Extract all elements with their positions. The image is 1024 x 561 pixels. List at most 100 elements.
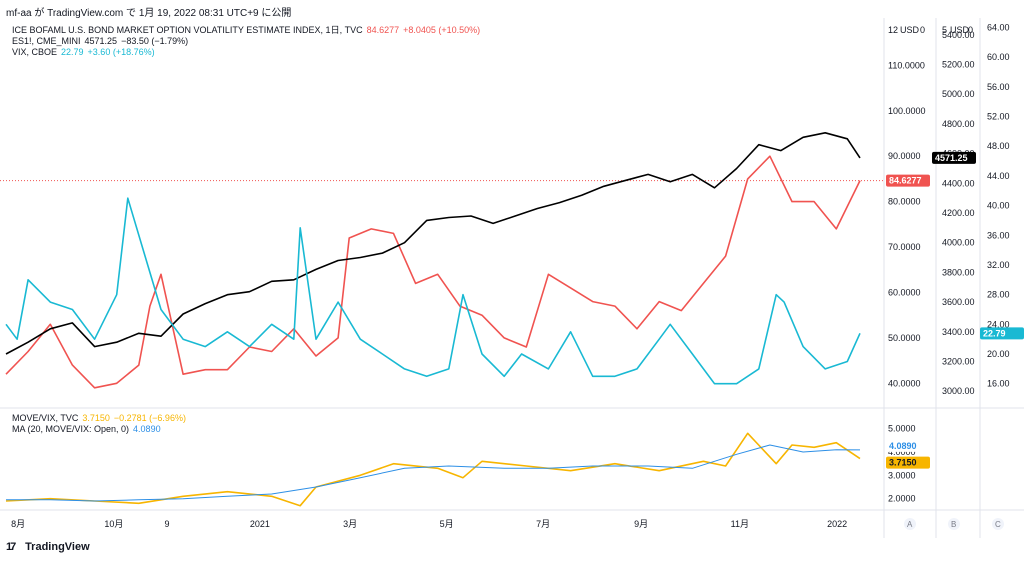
ma-price-badge-bg xyxy=(886,439,930,452)
move-axis-unit: USD xyxy=(900,25,920,35)
vix-axis-tick: 16.00 xyxy=(987,379,1010,389)
ratio-axis-tick: 5.0000 xyxy=(888,424,916,434)
es-axis-tick: 3200.00 xyxy=(942,356,975,366)
vix-axis-tick: 52.00 xyxy=(987,112,1010,122)
es-axis-tick: 5000.00 xyxy=(942,89,975,99)
ma-price-badge: 4.0890 xyxy=(889,441,917,451)
time-axis-label: 8月 xyxy=(11,519,25,529)
es-axis-tick: 4400.00 xyxy=(942,178,975,188)
es-axis-tick: 4800.00 xyxy=(942,119,975,129)
scale-button-a[interactable] xyxy=(904,518,916,530)
vix-axis-tick: 48.00 xyxy=(987,141,1010,151)
main-legend-row[interactable]: ICE BOFAML U.S. BOND MARKET OPTION VOLAT… xyxy=(12,25,480,36)
tradingview-logo-icon: 17 xyxy=(6,541,16,553)
move-axis-tick: 70.0000 xyxy=(888,242,921,252)
lower-legend-name: MA (20, MOVE/VIX: Open, 0) xyxy=(12,424,130,434)
scale-button-b[interactable] xyxy=(948,518,960,530)
series-line-es[interactable] xyxy=(5,132,861,355)
move-axis-partial-label: 0 xyxy=(920,25,925,35)
main-legend-last-value: 84.6277 xyxy=(366,25,400,35)
move-axis-tick: 100.0000 xyxy=(888,106,926,116)
ratio-axis-tick: 2.0000 xyxy=(888,494,916,504)
move-axis-tick: 110.0000 xyxy=(888,60,925,70)
time-axis-label: 9 xyxy=(164,519,169,529)
es-axis-partial-label: 0 xyxy=(968,25,973,35)
ratio-axis-tick: 4.0000 xyxy=(888,447,916,457)
es-axis-tick: 4200.00 xyxy=(942,208,975,218)
time-axis-label: 9月 xyxy=(634,519,648,529)
vix-axis-tick: 32.00 xyxy=(987,260,1010,270)
move-axis-tick: 80.0000 xyxy=(888,197,921,207)
move-axis-partial-label: 12 xyxy=(888,25,898,35)
published-caption: mf-aa が TradingView.com で 1月 19, 2022 08… xyxy=(6,8,292,19)
vix-axis-tick: 40.00 xyxy=(987,201,1010,211)
brand-name: TradingView xyxy=(25,541,90,553)
main-legend-last-value: 22.79 xyxy=(61,47,84,57)
tradingview-brand[interactable]: 17 TradingView xyxy=(6,541,90,553)
main-legend-change: −83.50 (−1.79%) xyxy=(121,36,189,46)
es-axis-partial-label: 5 xyxy=(942,25,947,35)
main-legend-name: ICE BOFAML U.S. BOND MARKET OPTION VOLAT… xyxy=(12,25,363,35)
series-line-ratio-ma[interactable] xyxy=(6,444,861,502)
ratio-price-badge: 3.7150 xyxy=(889,458,917,468)
es-axis-unit: USD xyxy=(950,25,970,35)
main-legend-row[interactable]: ES1!, CME_MINI 4571.25 −83.50 (−1.79%) xyxy=(12,36,480,47)
vix-price-badge: 22.79 xyxy=(983,328,1006,338)
time-axis-label: 11月 xyxy=(731,519,749,529)
time-axis-label: 7月 xyxy=(536,519,550,529)
series-line-vix[interactable] xyxy=(5,197,861,385)
lower-legend-change: −0.2781 (−6.96%) xyxy=(113,413,186,423)
move-axis-tick: 60.0000 xyxy=(888,287,921,297)
lower-legend-row[interactable]: MA (20, MOVE/VIX: Open, 0) 4.0890 xyxy=(12,424,186,435)
vix-axis-tick: 64.00 xyxy=(987,22,1010,32)
vix-axis-tick: 44.00 xyxy=(987,171,1010,181)
es-price-badge-bg xyxy=(932,151,976,164)
chart-canvas[interactable]: 110.0000 100.0000 90.0000 80.0000 70.0000 60.… xyxy=(0,18,1024,538)
move-price-badge: 84.6277 xyxy=(889,176,922,186)
es-axis-tick: 3000.00 xyxy=(942,386,975,396)
es-price-badge: 4571.25 xyxy=(935,153,968,163)
es-axis-tick: 3800.00 xyxy=(942,267,975,277)
scale-button-label: B xyxy=(951,520,956,529)
lower-legend-name: MOVE/VIX, TVC xyxy=(12,413,79,423)
es-axis-tick: 5400.00 xyxy=(942,30,975,40)
main-pane-legend: ICE BOFAML U.S. BOND MARKET OPTION VOLAT… xyxy=(12,25,480,58)
time-axis-label: 10月 xyxy=(104,519,123,529)
vix-axis-tick: 28.00 xyxy=(987,290,1010,300)
series-line-move[interactable] xyxy=(5,155,861,389)
scale-button-label: A xyxy=(907,520,913,529)
es-axis-tick: 5200.00 xyxy=(942,60,975,70)
lower-legend-last-value: 3.7150 xyxy=(82,413,110,423)
vix-axis-tick: 24.00 xyxy=(987,319,1010,329)
vix-price-badge-bg xyxy=(980,327,1024,340)
vix-axis-tick: 60.00 xyxy=(987,52,1010,62)
time-axis-label: 5月 xyxy=(440,519,454,529)
move-axis-tick: 50.0000 xyxy=(888,333,921,343)
main-legend-change: +8.0405 (+10.50%) xyxy=(403,25,481,35)
scale-button-c[interactable] xyxy=(992,518,1004,530)
main-legend-name: ES1!, CME_MINI xyxy=(12,36,81,46)
es-axis-tick: 3600.00 xyxy=(942,297,975,307)
vix-axis-tick: 20.00 xyxy=(987,349,1010,359)
time-axis-label: 2021 xyxy=(250,519,270,529)
scale-button-label: C xyxy=(995,520,1001,529)
ratio-axis-tick: 3.0000 xyxy=(888,470,916,480)
time-axis-label: 2022 xyxy=(827,519,847,529)
main-legend-row[interactable]: VIX, CBOE 22.79 +3.60 (+18.76%) xyxy=(12,47,480,58)
main-legend-name: VIX, CBOE xyxy=(12,47,58,57)
vix-axis-tick: 36.00 xyxy=(987,230,1010,240)
lower-legend-row[interactable]: MOVE/VIX, TVC 3.7150 −0.2781 (−6.96%) xyxy=(12,413,186,424)
move-axis-tick: 40.0000 xyxy=(888,378,921,388)
es-axis-tick: 3400.00 xyxy=(942,327,975,337)
ratio-price-badge-bg xyxy=(886,456,930,469)
series-line-ratio[interactable] xyxy=(5,432,861,507)
lower-legend-last-value: 4.0890 xyxy=(133,424,161,434)
main-legend-last-value: 4571.25 xyxy=(84,36,118,46)
move-axis-tick: 90.0000 xyxy=(888,151,921,161)
vix-axis-tick: 56.00 xyxy=(987,82,1010,92)
move-price-badge-bg xyxy=(886,174,930,187)
es-axis-tick: 4000.00 xyxy=(942,238,975,248)
main-legend-change: +3.60 (+18.76%) xyxy=(87,47,155,57)
time-axis-label: 3月 xyxy=(343,519,357,529)
lower-pane-legend: MOVE/VIX, TVC 3.7150 −0.2781 (−6.96%) MA (2… xyxy=(12,413,186,435)
